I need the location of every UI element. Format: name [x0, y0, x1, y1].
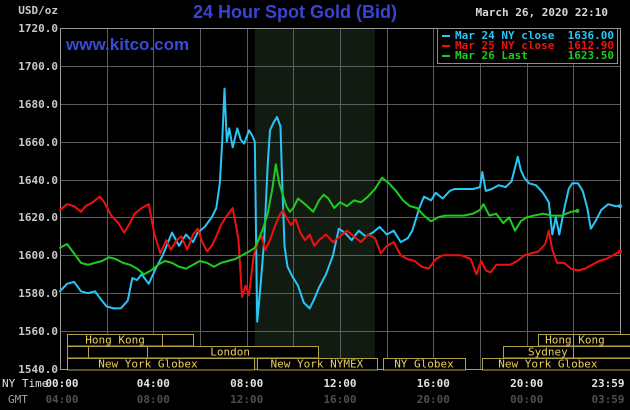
legend-item-mar24: Mar 24 NY close 1636.00: [442, 29, 614, 42]
legend-item-mar25: Mar 25 NY close 1612.90: [442, 39, 614, 52]
session-label: New York Globex: [498, 358, 598, 371]
y-axis-unit-label: USD/oz: [18, 4, 58, 17]
session-box-new-york-nymex: [256, 358, 379, 371]
y-tick-label: 1580.0: [18, 287, 58, 301]
y-tick-label: 1640.0: [18, 173, 58, 187]
session-label: Hong Kong: [85, 334, 145, 347]
price-line-mar25: [59, 195, 621, 298]
ny-time-tick-label: 08:00: [230, 377, 264, 390]
legend-box: Mar 24 NY close 1636.00 Mar 25 NY close …: [437, 28, 618, 64]
legend-label: Mar 25 NY close: [455, 39, 555, 52]
gmt-tick-label: 12:00: [230, 393, 264, 406]
legend-item-mar26: Mar 26 Last 1623.50: [442, 49, 614, 62]
y-tick-label: 1680.0: [18, 97, 58, 111]
y-tick-label: 1600.0: [18, 249, 58, 263]
series-endpoint-marker: [575, 208, 580, 213]
legend-label: Mar 24 NY close: [455, 29, 555, 42]
y-tick-label: 1700.0: [18, 59, 58, 73]
legend-value: 1623.50: [567, 49, 614, 62]
chart-timestamp: March 26, 2020 22:10: [475, 6, 608, 19]
price-line-mar26: [59, 163, 579, 276]
nymex-session-shade: [254, 28, 375, 369]
session-label: London: [210, 346, 250, 359]
ny-time-tick-label: 20:00: [510, 377, 544, 390]
gmt-tick-label: 04:00: [45, 393, 79, 406]
gmt-tick-label: 08:00: [136, 393, 170, 406]
series-endpoint-marker: [618, 204, 622, 209]
gmt-tick-label: 03:59: [591, 393, 625, 406]
y-tick-label: 1660.0: [18, 135, 58, 149]
legend-label: Mar 26 Last: [455, 49, 528, 62]
session-box: [88, 346, 149, 359]
session-label: Sydney: [528, 346, 568, 359]
session-label: New York Globex: [98, 358, 198, 371]
series-endpoint-marker: [618, 249, 622, 254]
y-tick-label: 1560.0: [18, 325, 58, 339]
legend-value: 1612.90: [567, 39, 614, 52]
y-tick-label: 1720.0: [18, 22, 58, 35]
y-tick-label: 1620.0: [18, 211, 58, 225]
session-label: New York NYMEX: [271, 358, 364, 371]
price-line-mar24: [59, 87, 621, 323]
gmt-axis-label: GMT: [8, 393, 28, 406]
session-box-new-york-globex: [482, 358, 630, 371]
session-box-ny-globex: [382, 358, 467, 371]
kitco-watermark-link[interactable]: www.kitco.com: [66, 35, 190, 54]
session-box: [67, 346, 89, 359]
mar26-line-swatch-icon: [442, 55, 450, 57]
session-label: NY Globex: [394, 358, 454, 371]
session-label: Hong Kong: [545, 334, 605, 347]
legend-value: 1636.00: [567, 29, 614, 42]
mar25-line-swatch-icon: [442, 45, 450, 47]
ny-time-tick-label: 16:00: [416, 377, 450, 390]
mar24-line-swatch-icon: [442, 35, 450, 37]
ny-time-axis-label: NY Time: [2, 377, 49, 390]
ny-time-tick-label: 00:00: [45, 377, 79, 390]
gmt-tick-label: 00:00: [510, 393, 544, 406]
page-title: 24 Hour Spot Gold (Bid): [193, 2, 397, 22]
y-tick-label: 1540.0: [18, 363, 58, 376]
session-box-new-york-globex: [67, 358, 255, 371]
ny-time-tick-label: 23:59: [591, 377, 625, 390]
ny-time-tick-label: 04:00: [136, 377, 170, 390]
gmt-tick-label: 16:00: [323, 393, 357, 406]
gmt-tick-label: 20:00: [416, 393, 450, 406]
ny-time-tick-label: 12:00: [323, 377, 357, 390]
